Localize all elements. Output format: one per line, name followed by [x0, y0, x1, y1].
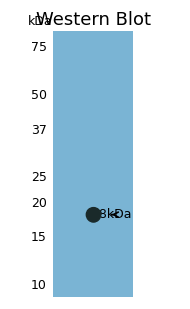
Text: 18kDa: 18kDa	[92, 208, 132, 221]
Ellipse shape	[86, 208, 101, 222]
Text: kDa: kDa	[28, 15, 52, 28]
Title: Western Blot: Western Blot	[36, 11, 151, 29]
